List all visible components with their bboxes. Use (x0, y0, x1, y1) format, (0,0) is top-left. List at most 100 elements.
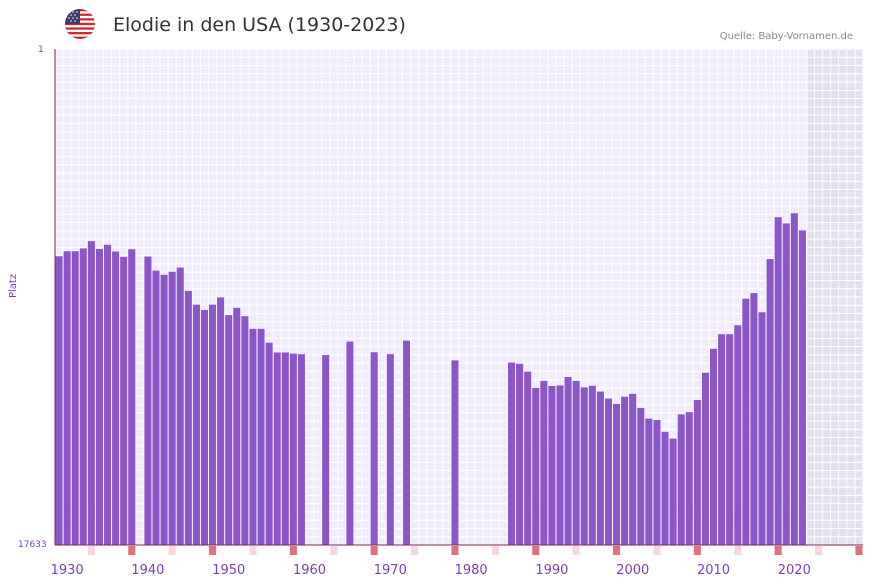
bar-1968 (370, 352, 378, 545)
x-tick-label-1940: 1940 (131, 563, 164, 578)
decade-marker-1948 (209, 546, 217, 555)
bar-1988 (532, 387, 540, 545)
bar-2007 (685, 412, 693, 545)
decade-marker-1988 (532, 546, 540, 555)
bar-1987 (524, 371, 532, 545)
bar-1956 (273, 352, 281, 545)
bar-2008 (693, 400, 701, 545)
bar-1952 (241, 316, 249, 545)
bar-1933 (87, 241, 95, 545)
bar-2010 (709, 348, 718, 545)
x-tick-label-2000: 2000 (616, 563, 649, 578)
half-decade-marker-2013 (734, 546, 742, 555)
bar-2021 (798, 230, 806, 545)
bar-2011 (718, 334, 726, 545)
x-tick-label-1980: 1980 (455, 563, 488, 578)
bar-2000 (629, 393, 637, 545)
x-tick-label-1960: 1960 (293, 563, 326, 578)
decade-marker-1968 (370, 546, 378, 555)
bar-1954 (257, 328, 265, 545)
half-decade-marker-1973 (411, 546, 419, 555)
chart-title: Elodie in den USA (1930-2023) (113, 14, 406, 36)
bar-2012 (726, 334, 734, 545)
bar-1978 (451, 360, 459, 545)
x-tick-label-1990: 1990 (535, 563, 568, 578)
bar-2004 (661, 431, 669, 545)
bar-1938 (128, 249, 136, 545)
half-decade-marker-2003 (653, 546, 661, 555)
bar-1959 (297, 354, 305, 545)
bar-2013 (734, 325, 742, 545)
bar-1989 (540, 380, 548, 545)
bar-1935 (103, 244, 112, 545)
grid (54, 48, 864, 546)
half-decade-marker-2023 (815, 546, 823, 555)
bar-2017 (766, 259, 774, 545)
bar-2001 (637, 407, 645, 545)
bar-2009 (701, 372, 709, 545)
bar-2016 (758, 312, 766, 545)
x-tick-labels: 1930 1940 1950 1960 1970 1980 1990 2000 2010 2020 (51, 563, 811, 578)
x-tick-label-2020: 2020 (778, 563, 811, 578)
bar-2005 (669, 438, 677, 545)
bar-1970 (386, 354, 394, 545)
bar-1932 (79, 248, 87, 545)
bar-2002 (645, 418, 653, 545)
bar-1986 (516, 363, 524, 545)
decade-marker-1958 (289, 546, 297, 555)
bar-1997 (604, 398, 613, 545)
bar-1957 (281, 352, 289, 545)
decade-marker-2028 (855, 546, 863, 555)
bars (55, 213, 806, 546)
half-decade-marker-1963 (330, 546, 338, 555)
bar-1943 (168, 271, 176, 545)
half-decade-marker-1993 (572, 546, 580, 555)
bar-1972 (402, 340, 411, 545)
bar-1949 (217, 297, 225, 545)
bar-1965 (346, 341, 354, 545)
bar-1946 (192, 304, 200, 545)
bar-1940 (144, 256, 152, 545)
bar-1951 (233, 307, 241, 545)
bar-1955 (265, 342, 273, 545)
bar-1936 (112, 251, 120, 546)
bar-1985 (507, 362, 516, 545)
decade-marker-1978 (451, 546, 459, 555)
x-tick-label-1950: 1950 (212, 563, 245, 578)
x-tick-label-1970: 1970 (374, 563, 407, 578)
bar-2018 (774, 217, 782, 545)
bar-1941 (152, 270, 160, 545)
bar-1942 (160, 274, 168, 545)
bar-2003 (653, 420, 661, 545)
bar-1931 (71, 251, 79, 546)
bar-1950 (225, 315, 233, 545)
bar-1958 (289, 353, 297, 545)
bar-1991 (556, 385, 564, 545)
y-axis-bottom-label: 17633 (18, 540, 47, 550)
bar-1929 (55, 256, 63, 545)
bar-1999 (621, 396, 629, 545)
bar-1995 (588, 385, 596, 545)
bar-1948 (209, 304, 217, 545)
bar-1944 (176, 267, 184, 545)
half-decade-marker-1983 (491, 546, 499, 555)
decade-marker-1938 (128, 546, 136, 555)
bar-1934 (95, 248, 103, 545)
bar-2014 (742, 298, 750, 545)
bar-1945 (184, 290, 192, 545)
bar-1962 (322, 355, 330, 545)
bar-1937 (120, 256, 128, 545)
bar-2020 (790, 213, 798, 545)
bar-2006 (677, 414, 685, 545)
bar-1992 (564, 376, 572, 545)
bar-1930 (63, 251, 71, 546)
bar-1990 (548, 385, 556, 545)
decade-markers (87, 546, 863, 555)
decade-marker-2018 (774, 546, 782, 555)
x-tick-label-2010: 2010 (697, 563, 730, 578)
bar-1993 (572, 380, 580, 545)
half-decade-marker-1953 (249, 546, 257, 555)
decade-marker-2008 (693, 546, 701, 555)
half-decade-marker-1943 (168, 546, 176, 555)
